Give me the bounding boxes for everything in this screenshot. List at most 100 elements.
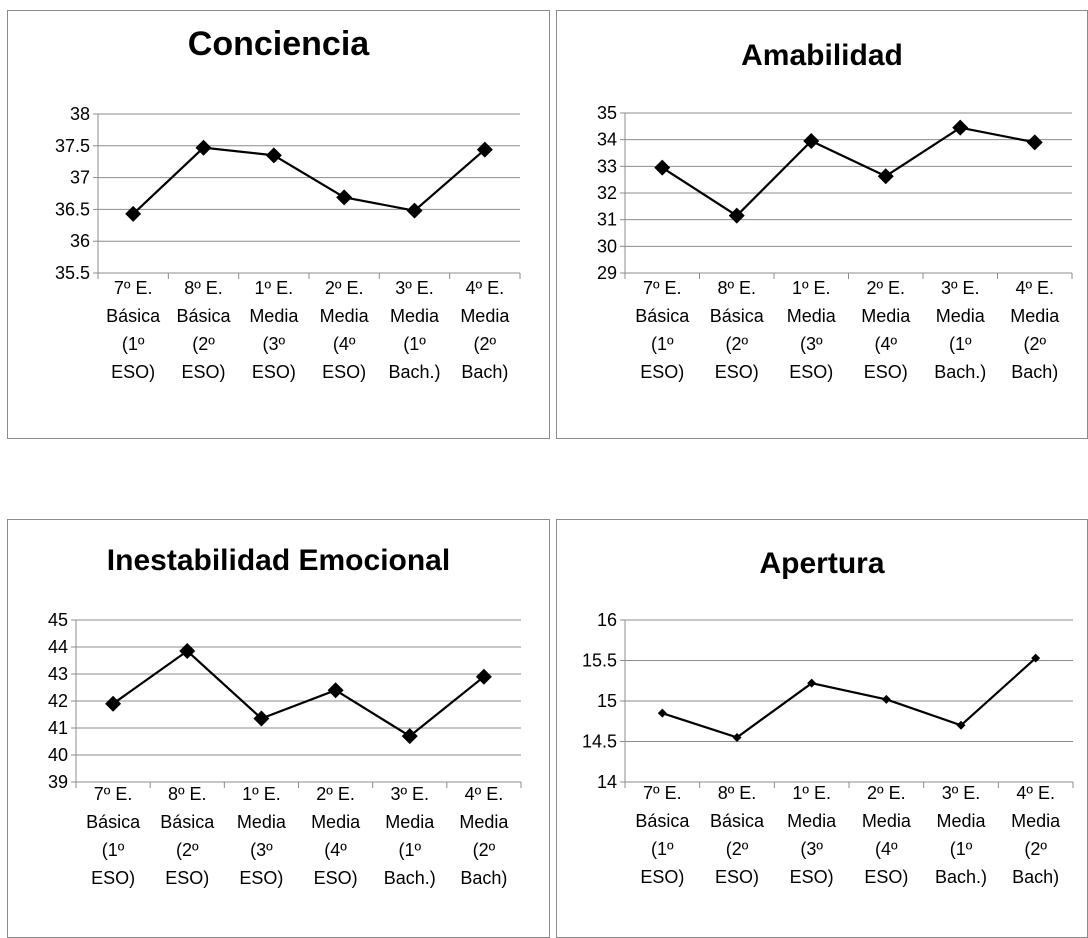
x-tick-label-line: (2º: [725, 334, 748, 354]
x-tick-label: 4º E. Media (2º Bach): [459, 784, 509, 888]
data-point-marker: [657, 708, 667, 718]
data-point-marker: [125, 205, 142, 222]
data-point-marker: [877, 168, 894, 185]
x-tick-label: 7º E. Básica (1º ESO): [635, 783, 690, 887]
x-tick-label: 8º E. Básica (2º ESO): [710, 278, 765, 382]
x-tick-label-line: 8º E.: [168, 784, 207, 804]
chart-plot: 39 40 41 42 43 44 45 7º E. Básica (1º ESO) 8º E. Bás…: [48, 610, 522, 888]
x-tick-label-line: 2º E.: [867, 783, 906, 803]
series-line: [661, 126, 1036, 218]
series-line: [112, 649, 485, 738]
x-tick-label-line: (2º: [474, 334, 497, 354]
x-tick-label-line: (1º: [949, 334, 972, 354]
x-tick-label-line: Media: [1011, 811, 1061, 831]
y-tick-label: 30: [597, 236, 617, 256]
x-tick-label-line: Básica: [176, 306, 231, 326]
data-point-marker: [476, 141, 493, 158]
data-point-marker: [253, 710, 270, 727]
x-tick-label-line: 4º E.: [1016, 783, 1055, 803]
x-tick-label-line: ESO): [91, 868, 135, 888]
x-tick-label-line: (1º: [398, 840, 421, 860]
chart-apertura: Apertura 14 14.5 15 15.5 16 7º E. Básica (1º ESO…: [556, 519, 1088, 938]
x-tick-label-line: Media: [249, 306, 299, 326]
x-tick-label-line: Media: [862, 811, 912, 831]
x-tick-label: 2º E. Media (4º ESO): [320, 278, 370, 382]
x-tick-label-line: Bach): [461, 362, 508, 382]
x-tick-label-line: 7º E.: [643, 783, 682, 803]
data-point-marker: [336, 189, 353, 206]
data-point-marker: [406, 202, 423, 219]
x-tick-label: 1º E. Media (3º ESO): [237, 784, 287, 888]
x-tick-label-line: Básica: [710, 306, 765, 326]
y-tick-label: 14: [597, 772, 617, 792]
x-tick-label-line: 4º E.: [465, 784, 504, 804]
x-tick-label-line: (2º: [1023, 334, 1046, 354]
x-tick-label-line: (4º: [874, 334, 897, 354]
x-tick-label-line: 1º E.: [242, 784, 281, 804]
x-tick-label: 7º E. Básica (1º ESO): [635, 278, 690, 382]
x-tick-label: 3º E. Media (1º Bach.): [384, 784, 436, 888]
x-tick-label-line: (2º: [726, 839, 749, 859]
data-point-marker: [475, 668, 492, 685]
x-tick-label-line: ESO): [789, 362, 833, 382]
x-tick-label-line: (2º: [176, 840, 199, 860]
data-point-marker: [881, 694, 891, 704]
x-tick-label-line: 7º E.: [94, 784, 133, 804]
x-tick-label-line: (3º: [800, 334, 823, 354]
series-line: [132, 146, 486, 215]
chart-plot: 29 30 31 32 33 34 35 7º E. Básica (1º ESO) 8º E. Bás…: [597, 103, 1073, 382]
x-tick-label-line: Media: [936, 811, 986, 831]
x-tick-label: 1º E. Media (3º ESO): [249, 278, 299, 382]
x-tick-label-line: ESO): [181, 362, 225, 382]
x-tick-label: 8º E. Básica (2º ESO): [710, 783, 765, 887]
y-tick-label: 32: [597, 183, 617, 203]
x-tick-label-line: Bach): [460, 868, 507, 888]
x-tick-label: 7º E. Básica (1º ESO): [86, 784, 141, 888]
x-tick-label-line: ESO): [640, 867, 684, 887]
y-tick-label: 45: [48, 610, 68, 630]
x-tick-label-line: Básica: [710, 811, 765, 831]
x-tick-label-line: (1º: [651, 839, 674, 859]
x-tick-label-line: Bach.): [935, 867, 987, 887]
x-tick-label-line: (4º: [324, 840, 347, 860]
x-tick-label-line: (3º: [800, 839, 823, 859]
y-tick-label: 35: [597, 103, 617, 123]
y-tick-label: 29: [597, 263, 617, 283]
x-tick-label-line: Media: [787, 306, 837, 326]
x-tick-label: 8º E. Básica (2º ESO): [160, 784, 215, 888]
x-tick-label-line: 4º E.: [1015, 278, 1054, 298]
x-tick-label-line: ESO): [790, 867, 834, 887]
chart-inestabilidad-emocional: Inestabilidad Emocional 39 40 41 42 43 44 45 7º…: [7, 519, 550, 938]
data-point-marker: [728, 207, 745, 224]
x-tick-label: 1º E. Media (3º ESO): [787, 278, 837, 382]
x-tick-label-line: Básica: [86, 812, 141, 832]
data-point-marker: [327, 682, 344, 699]
x-tick-label-line: 7º E.: [114, 278, 153, 298]
x-tick-label-line: Media: [385, 812, 435, 832]
x-tick-label-line: (1º: [122, 334, 145, 354]
x-tick-label-line: ESO): [111, 362, 155, 382]
x-tick-label: 2º E. Media (4º ESO): [862, 783, 912, 887]
y-tick-label: 37: [70, 168, 90, 188]
chart-title: Apertura: [759, 547, 885, 580]
x-tick-label-line: 1º E.: [255, 278, 294, 298]
x-tick-label-line: (3º: [263, 334, 286, 354]
y-tick-label: 31: [597, 210, 617, 230]
y-tick-label: 43: [48, 664, 68, 684]
x-tick-label-line: Media: [390, 306, 440, 326]
x-tick-label-line: ESO): [252, 362, 296, 382]
y-tick-label: 36.5: [55, 199, 90, 219]
x-tick-label: 1º E. Media (3º ESO): [787, 783, 837, 887]
y-tick-label: 15.5: [582, 651, 617, 671]
x-tick-label-line: 2º E.: [866, 278, 905, 298]
x-tick-label-line: (1º: [651, 334, 674, 354]
y-tick-label: 33: [597, 156, 617, 176]
x-tick-label-line: Bach): [1012, 867, 1059, 887]
chart-conciencia: Conciencia 35.5 36 36.5 37 37.5 38 7º E. Básica…: [7, 10, 550, 439]
x-tick-label-line: 1º E.: [792, 278, 831, 298]
x-tick-label-line: (2º: [473, 840, 496, 860]
y-tick-label: 44: [48, 637, 68, 657]
x-tick-label-line: 2º E.: [316, 784, 355, 804]
x-tick-label-line: Bach.): [388, 362, 440, 382]
x-tick-label-line: Media: [311, 812, 361, 832]
